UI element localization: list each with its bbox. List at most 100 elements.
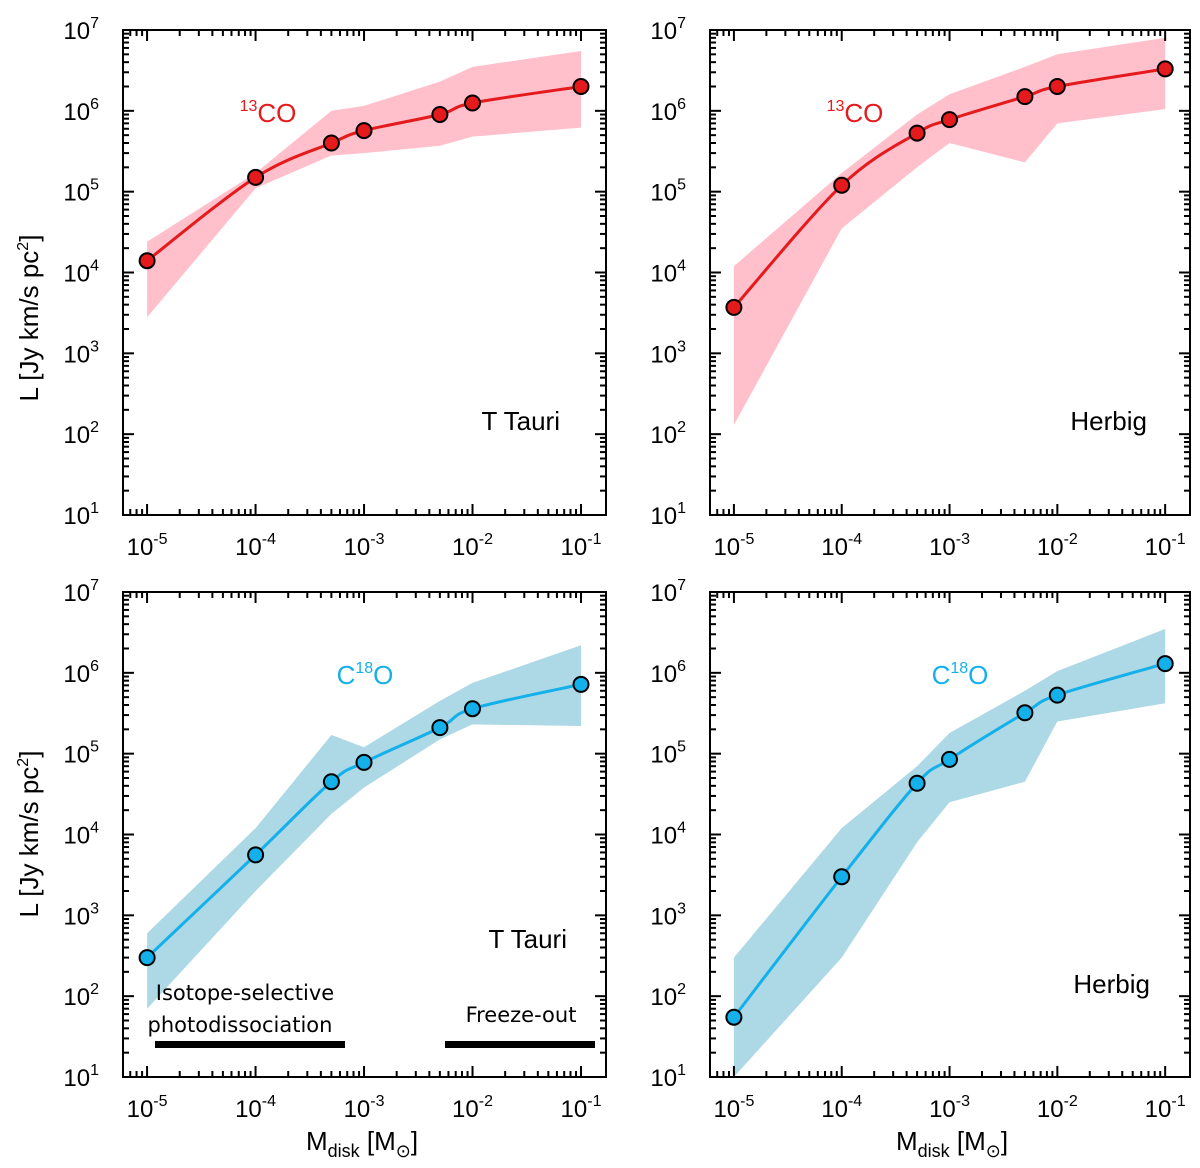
x-tick-label: 10-1	[1145, 1093, 1186, 1123]
panel-bottom-left: 10-5 10-4 10-3 10-2 10-1 101 102 103 104 105 106 10…	[63, 577, 607, 1123]
y-tick-label: 105	[63, 739, 99, 769]
data-point	[355, 753, 373, 771]
panel-label: Herbig	[1073, 969, 1150, 999]
uncertainty-band	[733, 628, 1166, 1077]
y-tick-label: 102	[63, 419, 99, 449]
uncertainty-band	[147, 645, 581, 1009]
x-tick-label: 10-5	[713, 531, 754, 561]
data-point	[464, 94, 481, 112]
x-tick-label: 10-4	[821, 531, 862, 561]
freeze-out-label: Freeze-out	[466, 1003, 577, 1027]
x-tick-label: 10-4	[235, 531, 276, 561]
y-tick-label: 106	[650, 96, 686, 126]
data-point	[322, 773, 340, 791]
panel-top-right: 10-5 10-4 10-3 10-2 10-1 101 102 103 104 105 106 10…	[650, 15, 1191, 561]
data-point	[908, 774, 926, 792]
y-tick-label: 106	[650, 658, 686, 688]
y-axis-title-bottom: L [Jy km/s pc2]	[14, 751, 44, 918]
y-tick-label: 106	[63, 96, 99, 126]
data-point	[355, 122, 373, 140]
uncertainty-band	[147, 51, 581, 318]
y-tick-label: 103	[650, 900, 686, 930]
x-tick-label: 10-2	[1037, 1093, 1078, 1123]
data-point	[431, 106, 449, 123]
data-point	[572, 675, 590, 693]
panel-bottom-right: 10-5 10-4 10-3 10-2 10-1 101 102 103 104 105 106 10…	[650, 577, 1191, 1123]
x-tick-label: 10-5	[127, 531, 168, 561]
panel-label: T Tauri	[481, 406, 560, 436]
x-axis-title-right: Mdisk [M⊙]	[896, 1126, 1008, 1161]
data-point	[1156, 655, 1174, 673]
y-tick-label: 107	[63, 577, 99, 607]
x-tick-label: 10-4	[821, 1093, 862, 1123]
y-tick-label: 103	[63, 900, 99, 930]
y-tick-label: 103	[63, 338, 99, 368]
y-tick-label: 107	[650, 577, 686, 607]
panel-label: T Tauri	[488, 924, 567, 954]
y-tick-label: 104	[650, 820, 686, 850]
y-tick-label: 102	[63, 981, 99, 1011]
y-tick-label: 101	[63, 1062, 99, 1092]
x-tick-label: 10-5	[713, 1093, 754, 1123]
data-point	[247, 846, 265, 864]
y-tick-label: 101	[63, 500, 99, 530]
data-point	[247, 168, 265, 186]
y-axis-title-top: L [Jy km/s pc2]	[14, 235, 44, 402]
x-tick-label: 10-3	[344, 531, 385, 561]
x-tick-label: 10-1	[561, 531, 602, 561]
y-tick-label: 105	[650, 177, 686, 207]
y-tick-label: 105	[63, 177, 99, 207]
x-tick-label: 10-3	[929, 1093, 970, 1123]
panel-label: Herbig	[1070, 406, 1147, 436]
y-tick-label: 106	[63, 658, 99, 688]
x-axis-title-left: Mdisk [M⊙]	[306, 1126, 418, 1161]
panel-top-left: 10-5 10-4 10-3 10-2 10-1 101 102 103 104 105 106 10…	[63, 15, 607, 561]
y-tick-label: 104	[63, 820, 99, 850]
data-point	[322, 134, 340, 152]
data-point	[1016, 704, 1034, 722]
data-point	[908, 124, 926, 142]
data-point	[1016, 88, 1034, 106]
x-tick-label: 10-5	[127, 1093, 168, 1123]
data-point	[1156, 60, 1174, 78]
x-tick-label: 10-3	[344, 1093, 385, 1123]
data-point	[138, 252, 156, 270]
photodissociation-label: photodissociation	[148, 1013, 333, 1037]
data-point	[833, 176, 851, 194]
y-tick-label: 103	[650, 338, 686, 368]
data-point	[1048, 686, 1066, 704]
y-tick-label: 102	[650, 419, 686, 449]
data-point	[941, 111, 958, 129]
isotope-regime-bar	[155, 1041, 345, 1048]
y-tick-label: 104	[63, 258, 99, 288]
data-point	[833, 868, 851, 886]
x-tick-label: 10-2	[452, 531, 493, 561]
data-point	[725, 1008, 743, 1026]
species-label: C18O	[337, 660, 394, 690]
x-tick-label: 10-1	[1145, 531, 1186, 561]
data-point	[138, 949, 156, 967]
species-label: C18O	[932, 660, 989, 690]
freeze-out-regime-bar	[445, 1041, 595, 1048]
data-point	[572, 78, 590, 95]
y-tick-label: 101	[650, 1062, 686, 1092]
isotope-selective-label: Isotope-selective	[156, 981, 334, 1005]
x-tick-label: 10-2	[452, 1093, 493, 1123]
y-tick-label: 107	[63, 15, 99, 45]
data-point	[431, 719, 449, 737]
x-tick-label: 10-4	[235, 1093, 276, 1123]
data-point	[725, 298, 743, 316]
y-tick-label: 104	[650, 258, 686, 288]
data-point	[1048, 78, 1066, 95]
species-label: 13CO	[240, 98, 297, 128]
y-tick-label: 105	[650, 739, 686, 769]
data-point	[941, 750, 958, 768]
species-label: 13CO	[827, 98, 884, 128]
x-tick-label: 10-1	[561, 1093, 602, 1123]
y-tick-label: 101	[650, 500, 686, 530]
y-tick-label: 107	[650, 15, 686, 45]
y-tick-label: 102	[650, 981, 686, 1011]
data-point	[464, 700, 481, 718]
x-tick-label: 10-3	[929, 531, 970, 561]
